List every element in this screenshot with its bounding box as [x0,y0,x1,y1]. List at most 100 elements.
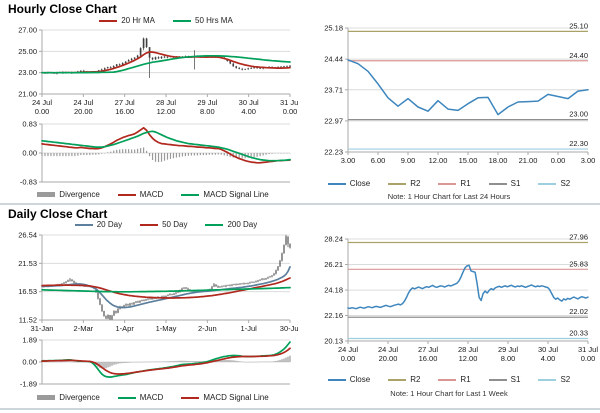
legend-item: Divergence [37,190,100,199]
svg-text:30-Jul: 30-Jul [280,324,298,333]
svg-text:28 Jul: 28 Jul [156,98,176,107]
legend-item: Close [327,375,370,384]
line-swatch [327,182,346,185]
legend-label: R2 [410,375,421,384]
daily-price-legend: 20 Day 50 Day 200 Day [42,220,290,229]
legend-label: 20 Hr MA [121,16,155,25]
svg-text:1-May: 1-May [156,324,177,333]
svg-text:22.02: 22.02 [569,307,588,316]
svg-text:25.18: 25.18 [324,24,343,33]
line-swatch [99,19,118,22]
svg-text:29 Jul: 29 Jul [498,345,518,354]
svg-text:21.00: 21.00 [18,90,37,99]
svg-text:30 Jul: 30 Jul [239,98,259,107]
legend-label: Divergence [59,393,100,402]
hourly-section-title: Hourly Close Chart [8,2,117,16]
legend-label: 50 Hrs MA [195,16,233,25]
svg-text:15.00: 15.00 [459,156,478,165]
daily-pivot-chart: 28.24 26.21 24.18 22.16 20.13 24 Jul 0.00 24 Ju… [308,231,598,377]
svg-text:27 Jul: 27 Jul [418,345,438,354]
svg-text:27.00: 27.00 [18,27,37,35]
line-swatch [488,378,507,381]
daily_macd-svg: 1.89 0.00 -1.89 [20,336,291,389]
svg-text:16.00: 16.00 [419,354,438,363]
svg-text:27.96: 27.96 [569,233,588,242]
svg-text:20.13: 20.13 [324,337,343,346]
line-swatch [74,223,93,226]
legend-label: S1 [510,375,521,384]
daily-macd-legend: Divergence MACD MACD Signal Line [8,393,298,402]
legend-item: S2 [538,179,570,188]
svg-text:12.00: 12.00 [459,354,478,363]
line-swatch [140,223,159,226]
svg-text:24.40: 24.40 [569,51,588,60]
svg-text:22.23: 22.23 [324,148,343,157]
svg-text:23.00: 23.00 [18,68,37,77]
legend-label: S2 [560,179,571,188]
svg-text:22.30: 22.30 [569,139,588,148]
bar-swatch [37,192,56,197]
legend-item: S1 [488,179,520,188]
legend-label: 50 Day [162,220,188,229]
svg-text:18.00: 18.00 [489,156,508,165]
line-swatch [173,19,191,22]
svg-text:16.53: 16.53 [18,287,37,296]
svg-text:28.24: 28.24 [324,235,343,244]
line-swatch [538,378,557,381]
legend-label: MACD [139,393,164,402]
svg-text:23.71: 23.71 [324,85,343,94]
svg-text:25.00: 25.00 [18,47,37,56]
line-swatch [488,182,507,185]
legend-label: S2 [560,375,571,384]
svg-text:31 Jul: 31 Jul [280,98,298,107]
legend-label: R1 [460,179,471,188]
line-swatch [388,182,407,185]
svg-text:4.00: 4.00 [541,354,556,363]
bar-swatch [37,395,56,400]
svg-text:21.00: 21.00 [519,156,538,165]
line-swatch [438,378,457,381]
hourly-pivot-legend: Close R2 R1 S1 S2 [308,179,590,188]
bottom-divider [0,408,600,410]
legend-item: R1 [438,375,471,384]
svg-text:0.00: 0.00 [341,354,356,363]
legend-label: R2 [410,179,421,188]
svg-text:0.00: 0.00 [22,149,37,158]
legend-label: MACD Signal Line [203,393,269,402]
svg-text:9.00: 9.00 [401,156,416,165]
svg-text:24.44: 24.44 [324,55,343,64]
svg-text:4.00: 4.00 [241,107,256,116]
legend-item: MACD [117,393,164,402]
svg-text:22.16: 22.16 [324,311,343,320]
hourly-macd-chart: 0.83 0.00 -0.83 [8,120,298,195]
legend-item: S2 [538,375,570,384]
hourly-macd-legend: Divergence MACD MACD Signal Line [8,190,298,199]
legend-label: R1 [460,375,471,384]
svg-text:25.83: 25.83 [569,259,588,268]
line-swatch [117,193,136,196]
legend-item: 20 Day [74,220,122,229]
legend-label: Close [349,179,371,188]
svg-text:2-Jun: 2-Jun [198,324,217,333]
svg-text:20.00: 20.00 [74,107,93,116]
line-swatch [181,193,200,196]
svg-text:-0.83: -0.83 [20,178,37,187]
legend-label: 200 Day [227,220,258,229]
legend-item: R1 [438,179,471,188]
svg-text:0.00: 0.00 [551,156,566,165]
svg-text:31-Jan: 31-Jan [31,324,54,333]
legend-item: Close [327,179,371,188]
svg-text:22.97: 22.97 [324,116,343,125]
section-divider [0,203,600,205]
svg-text:26.54: 26.54 [18,231,37,240]
hourly_macd-svg: 0.83 0.00 -0.83 [20,120,291,187]
svg-text:11.52: 11.52 [19,316,37,325]
legend-item: Divergence [37,393,100,402]
legend-item: 50 Day [140,220,187,229]
hourly-note: Note: 1 Hour Chart for Last 24 Hours [387,192,511,201]
svg-text:8.00: 8.00 [501,354,516,363]
line-swatch [117,396,136,399]
